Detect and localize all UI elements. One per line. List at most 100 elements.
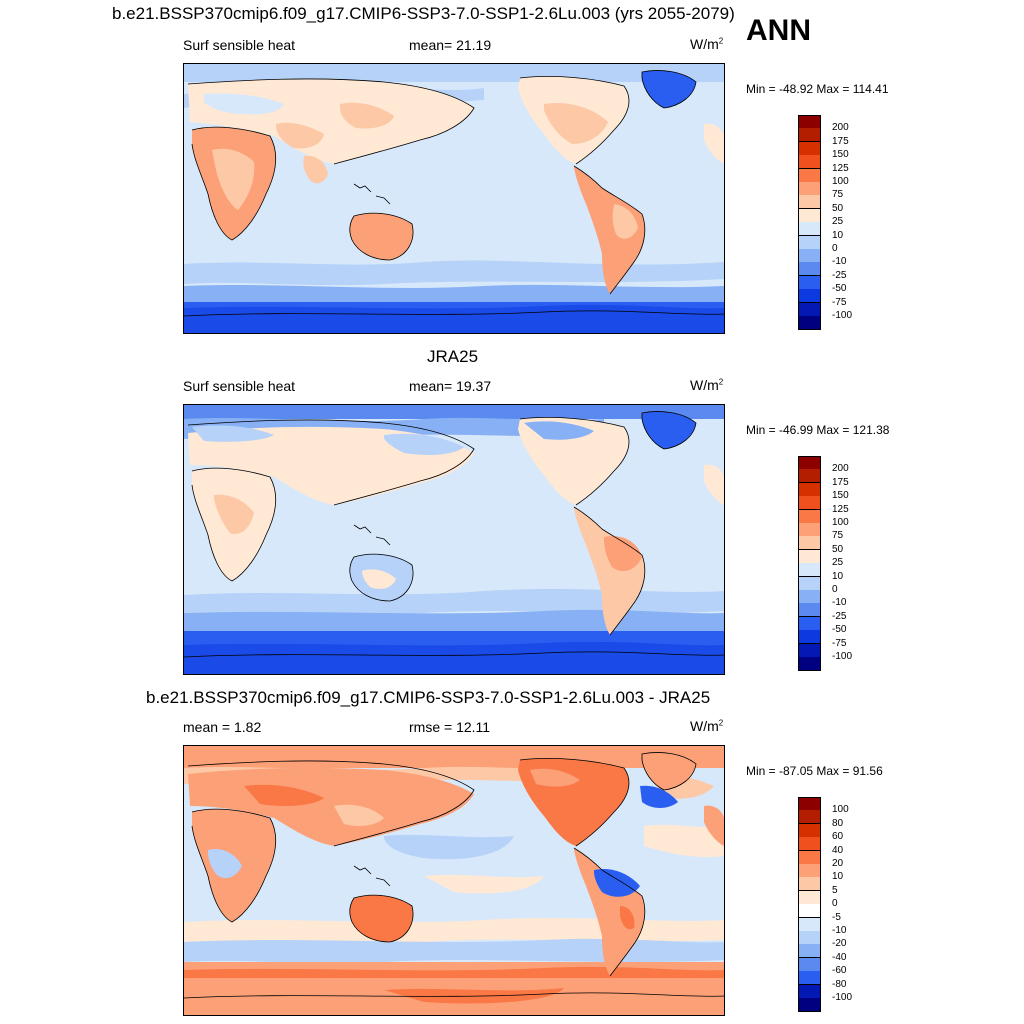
colorbar-tick-label: -100 [832,651,853,662]
panel-1-mean-label: mean= 21.19 [409,37,492,53]
panel-3-map [183,745,725,1016]
colorbar-swatch [798,168,821,183]
colorbar-tick-label: 50 [832,543,844,555]
colorbar-swatch [798,944,821,959]
colorbar-swatch [798,128,821,143]
colorbar-tick-label: -25 [832,610,847,622]
colorbar-swatch [798,603,821,618]
colorbar-swatch [798,797,821,811]
colorbar-tick-label: -80 [832,978,847,990]
colorbar-swatch [798,890,821,905]
panel-2-title: JRA25 [427,347,479,366]
colorbar-tick-label: -50 [832,283,847,295]
colorbar-tick-label: 175 [832,135,849,147]
colorbar-tick-label: 100 [832,176,849,187]
colorbar-swatch [798,469,821,484]
colorbar-swatch [798,904,821,919]
colorbar-tick-label: -25 [832,269,847,281]
colorbar-tick-label: 50 [832,202,844,214]
panel-1-title: b.e21.BSSP370cmip6.f09_g17.CMIP6-SSP3-7.… [112,4,735,23]
colorbar-swatch [798,222,821,237]
colorbar-swatch [798,630,821,645]
colorbar-swatch [798,456,821,470]
colorbar-swatch [798,850,821,865]
colorbar-swatch [798,931,821,945]
colorbar-tick-label: 200 [832,122,849,134]
panel-1-units: W/m2 [690,36,724,52]
colorbar-swatch [798,496,821,511]
colorbar-tick-label: 200 [832,463,849,475]
colorbar-tick-label: 0 [832,898,838,910]
colorbar-swatch [798,262,821,277]
colorbar-tick-label: -75 [832,296,847,308]
colorbar-tick-label: -40 [832,951,847,963]
colorbar-tick-label: 10 [832,570,844,582]
colorbar-swatch [798,837,821,852]
colorbar-swatch [798,482,821,497]
colorbar-tick-label: 0 [832,243,838,254]
colorbar-swatch [798,208,821,223]
colorbar-tick-label: 10 [832,871,844,883]
colorbar-swatch [798,549,821,564]
colorbar-tick-label: -5 [832,911,841,923]
colorbar-swatch [798,657,821,671]
colorbar-swatch [798,917,821,932]
panel-1-variable-label: Surf sensible heat [183,37,296,53]
colorbar-swatch [798,563,821,578]
colorbar-tick-label: 60 [832,831,844,843]
colorbar-swatch [798,576,821,591]
colorbar-swatch [798,536,821,551]
colorbar-swatch [798,810,821,825]
colorbar-swatch [798,509,821,524]
panel-3-units: W/m2 [690,718,724,734]
colorbar-tick-label: 0 [832,584,838,595]
colorbar-swatch [798,971,821,986]
colorbar-tick-label: -60 [832,965,847,977]
colorbar-swatch [798,275,821,290]
colorbar-swatch [798,235,821,250]
colorbar-swatch [798,957,821,972]
panel-3-rmse-label: rmse = 12.11 [409,719,491,735]
colorbar-tick-label: -10 [832,256,847,268]
colorbar-swatch [798,643,821,658]
panel-3-mean-label: mean = 1.82 [183,719,262,735]
colorbar-swatch [798,877,821,892]
colorbar-tick-label: 40 [832,844,844,856]
colorbar-tick-label: 20 [832,858,844,869]
colorbar-tick-label: 5 [832,884,838,896]
colorbar-swatch [798,155,821,170]
colorbar-tick-label: 100 [832,804,849,816]
colorbar-swatch [798,316,821,330]
panel-2-map [183,404,725,675]
season-label: ANN [746,14,811,47]
colorbar-tick-label: 75 [832,530,844,542]
colorbar-swatch [798,984,821,999]
colorbar-tick-label: 10 [832,229,844,241]
panel-2-minmax: Min = -46.99 Max = 121.38 [746,423,890,437]
colorbar-tick-label: 125 [832,162,849,174]
colorbar-swatch [798,182,821,196]
panel-3-minmax: Min = -87.05 Max = 91.56 [746,764,883,778]
colorbar-swatch [798,823,821,838]
colorbar-tick-label: -100 [832,310,853,321]
colorbar-tick-label: 75 [832,189,844,201]
colorbar-swatch [798,616,821,631]
colorbar-tick-label: -10 [832,597,847,609]
panel-2-mean-label: mean= 19.37 [409,378,492,394]
panel-2-units: W/m2 [690,377,724,393]
colorbar-swatch [798,141,821,156]
colorbar-tick-label: -50 [832,624,847,636]
panel-1-map [183,63,725,334]
colorbar-swatch [798,590,821,604]
panel-2-variable-label: Surf sensible heat [183,378,296,394]
colorbar-tick-label: 100 [832,517,849,528]
colorbar-swatch [798,998,821,1012]
colorbar-swatch [798,249,821,263]
panel-1-minmax: Min = -48.92 Max = 114.41 [746,82,889,96]
colorbar-tick-label: -75 [832,637,847,649]
colorbar-swatch [798,115,821,129]
colorbar-tick-label: 80 [832,817,844,829]
colorbar-tick-label: -100 [832,992,853,1003]
colorbar-tick-label: 175 [832,476,849,488]
colorbar-tick-label: 25 [832,216,844,228]
